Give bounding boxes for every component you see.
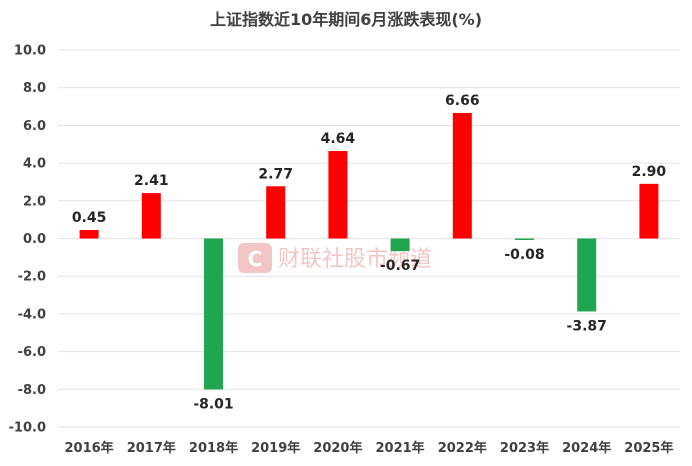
bar	[639, 183, 659, 239]
grid-layer	[58, 49, 680, 428]
y-tick-label: 2.0	[23, 194, 46, 209]
bar	[515, 238, 534, 241]
x-tick-label: 2019年	[251, 440, 300, 456]
y-axis-ticks: 10.0 8.0 6.0 4.0 2.0 0.0 -2.0 -4.0 -6.0 -8.0 -10.0	[9, 44, 46, 436]
bar	[204, 238, 223, 390]
x-tick-label: 2020年	[313, 440, 362, 456]
x-tick-label: 2017年	[127, 440, 176, 456]
x-tick-label: 2022年	[438, 440, 487, 456]
data-label: 4.64	[321, 131, 356, 147]
y-tick-label: 4.0	[23, 157, 46, 172]
bar	[266, 186, 286, 239]
data-label: -3.87	[567, 318, 607, 334]
x-tick-label: 2024年	[562, 440, 611, 456]
x-tick-label: 2023年	[500, 440, 549, 456]
bar	[328, 151, 348, 239]
data-label: 2.41	[134, 173, 169, 189]
y-tick-label: -2.0	[18, 270, 46, 285]
y-tick-label: -10.0	[9, 421, 46, 436]
data-labels: 0.45 2.41 -8.01 2.77 4.64 -0.67 6.66 -0.08 -3.87…	[72, 93, 667, 413]
bar	[141, 193, 161, 239]
watermark: C 财联社股市频道	[238, 243, 432, 273]
data-label: -0.08	[504, 247, 544, 263]
bar	[390, 238, 410, 252]
x-axis-ticks: 2016年 2017年 2018年 2019年 2020年 2021年 2022年 2023年…	[65, 440, 674, 456]
y-tick-label: 0.0	[23, 232, 46, 247]
bar	[79, 230, 99, 239]
watermark-text: 财联社股市频道	[278, 247, 432, 272]
data-label: 2.77	[258, 166, 293, 182]
bar	[577, 238, 597, 312]
y-tick-label: 10.0	[14, 44, 46, 59]
x-tick-label: 2021年	[376, 440, 425, 456]
bar	[452, 112, 472, 239]
x-tick-label: 2016年	[65, 440, 114, 456]
y-tick-label: -8.0	[18, 383, 46, 398]
data-label: -0.67	[380, 258, 420, 274]
y-tick-label: -6.0	[18, 345, 46, 360]
chart-title: 上证指数近10年期间6月涨跌表现(%)	[210, 10, 482, 29]
x-tick-label: 2025年	[624, 440, 673, 456]
data-label: -8.01	[193, 396, 233, 412]
data-label: 0.45	[72, 210, 107, 226]
x-tick-label: 2018年	[189, 440, 238, 456]
data-label: 6.66	[445, 93, 480, 109]
y-tick-label: 8.0	[23, 81, 46, 96]
cailian-logo-icon	[238, 243, 272, 273]
cailian-logo-glyph: C	[248, 247, 263, 271]
data-label: 2.90	[632, 164, 667, 180]
bars-layer	[79, 112, 659, 390]
y-tick-label: 6.0	[23, 119, 46, 134]
y-tick-label: -4.0	[18, 307, 46, 322]
